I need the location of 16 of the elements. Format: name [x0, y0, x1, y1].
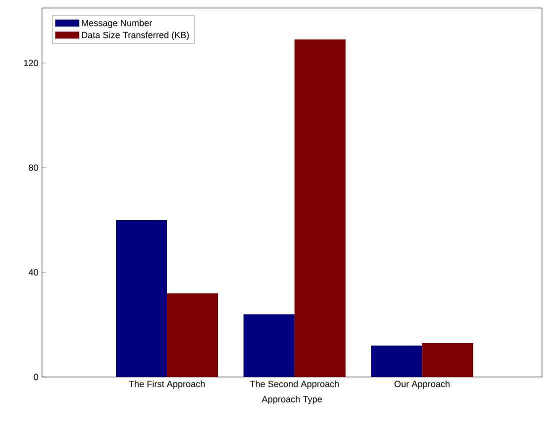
- y-tick-label: 0: [34, 374, 38, 380]
- bar: [294, 39, 346, 377]
- bar: [244, 314, 295, 377]
- x-tick-label: The First Approach: [128, 380, 205, 389]
- x-tick-label: The Second Approach: [250, 380, 339, 389]
- bar: [167, 293, 218, 377]
- legend-label: Data Size Transferred (KB): [82, 32, 189, 40]
- y-tick-label: 120: [24, 60, 38, 66]
- legend-label: Message Number: [82, 20, 152, 28]
- bar: [116, 220, 167, 377]
- x-axis-title: Approach Type: [262, 396, 322, 404]
- y-tick-label: 40: [28, 269, 38, 276]
- bar: [422, 342, 474, 377]
- bar: [371, 346, 422, 377]
- x-tick-label: Our Approach: [394, 380, 450, 389]
- y-tick-label: 80: [28, 164, 38, 171]
